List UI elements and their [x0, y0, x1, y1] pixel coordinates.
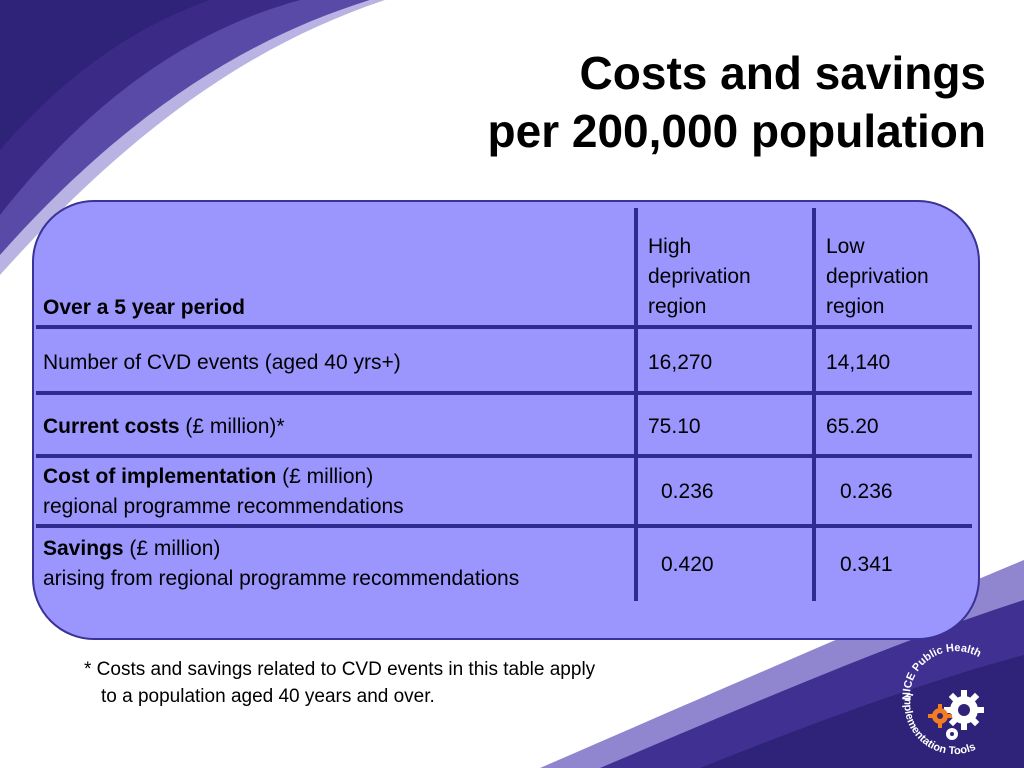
row-current-costs-low: 65.20: [826, 415, 879, 438]
svg-text:NICE Public Health: NICE Public Health: [901, 642, 983, 700]
footnote: * Costs and savings related to CVD event…: [84, 656, 595, 710]
column-divider-2: [812, 208, 816, 601]
title-line-2: per 200,000 population: [487, 105, 986, 157]
row-savings-label: Savings (£ million) arising from regiona…: [43, 537, 520, 590]
row-implementation-low: 0.236: [840, 480, 893, 503]
logo-text-top: NICE Public Health: [901, 642, 983, 700]
table-panel: [32, 200, 980, 640]
row-divider-1: [36, 325, 972, 329]
row-divider-4: [36, 524, 972, 528]
row-cvd-events-label: Number of CVD events (aged 40 yrs+): [43, 351, 401, 374]
column-divider-1: [634, 208, 638, 601]
header-high-deprivation: High deprivation region: [648, 235, 751, 318]
nice-logo: NICE Public Health Implementation Tools: [901, 642, 984, 757]
row-savings-low: 0.341: [840, 553, 893, 576]
row-divider-2: [36, 391, 972, 395]
gears-icon: [928, 690, 984, 740]
header-low-deprivation: Low deprivation region: [826, 235, 929, 318]
footnote-line-2: to a population aged 40 years and over.: [101, 686, 435, 707]
header-period-label: Over a 5 year period: [43, 296, 245, 319]
row-savings-high: 0.420: [661, 553, 714, 576]
row-divider-3: [36, 454, 972, 458]
row-implementation-label: Cost of implementation (£ million) regio…: [43, 465, 404, 518]
row-implementation-high: 0.236: [661, 480, 714, 503]
row-current-costs-label: Current costs (£ million)*: [43, 415, 285, 438]
title-line-1: Costs and savings: [579, 47, 986, 99]
row-cvd-events-low: 14,140: [826, 351, 891, 374]
footnote-line-1: * Costs and savings related to CVD event…: [84, 659, 596, 680]
row-cvd-events-high: 16,270: [648, 351, 713, 374]
slide-title: Costs and savings per 200,000 population: [488, 44, 986, 160]
row-current-costs-high: 75.10: [648, 415, 701, 438]
